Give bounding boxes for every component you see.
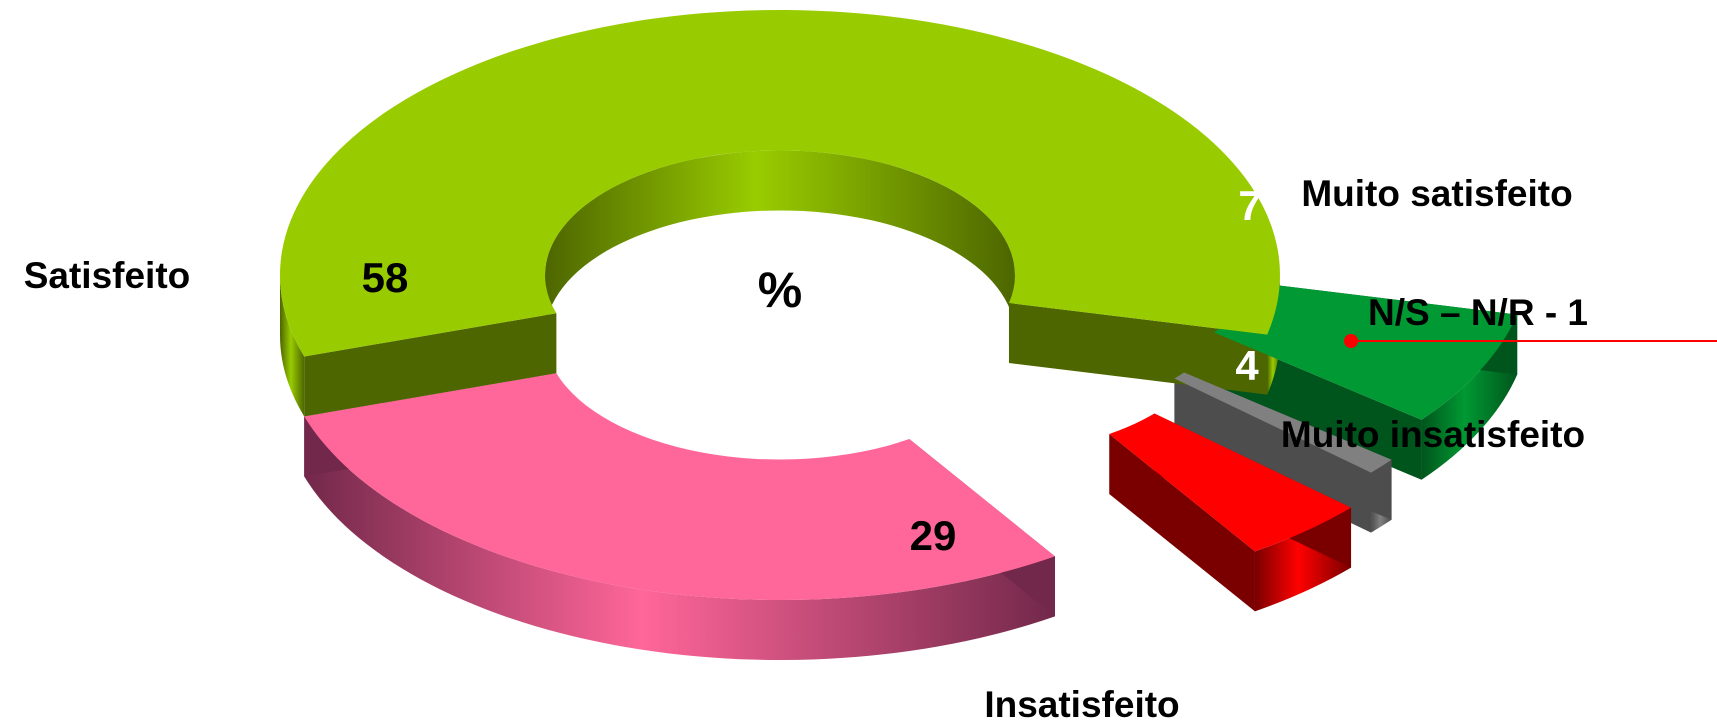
value-label-muito_insatisfeito: 4 [1235, 342, 1259, 389]
category-label-ns_nr: N/S – N/R - 1 [1368, 292, 1588, 333]
slice-side-insatisfeito [304, 416, 1055, 660]
value-label-satisfeito: 58 [362, 254, 409, 301]
slice-cap-satisfeito-0 [304, 313, 557, 417]
slice-ns_nr [1174, 372, 1392, 473]
center-label: % [758, 262, 802, 318]
category-label-satisfeito: Satisfeito [24, 255, 191, 296]
slice-cap-satisfeito-1 [1008, 303, 1268, 395]
value-label-muito_satisfeito: 7 [1238, 182, 1261, 229]
leader-dot [1344, 334, 1358, 348]
value-label-insatisfeito: 29 [910, 512, 957, 559]
slice-muito_insatisfeito [1109, 413, 1352, 552]
category-label-muito_insatisfeito: Muito insatisfeito [1281, 414, 1585, 455]
slice-muito_satisfeito [1214, 283, 1518, 420]
slice-cap-muito_insatisfeito-1 [1109, 434, 1255, 612]
leader-line-group [1344, 334, 1717, 348]
category-label-muito_satisfeito: Muito satisfeito [1301, 173, 1572, 214]
category-label-insatisfeito: Insatisfeito [984, 684, 1179, 722]
labels-group: % Muito satisfeito 7 N/S – N/R - 1 Muito ins… [24, 173, 1588, 722]
donut-tops [280, 10, 1518, 600]
slice-side-satisfeito [280, 275, 305, 417]
slice-satisfeito [280, 10, 1281, 357]
slice-insatisfeito [304, 373, 1055, 600]
donut-sides [280, 150, 1518, 660]
slice-inner-satisfeito [545, 150, 1015, 335]
